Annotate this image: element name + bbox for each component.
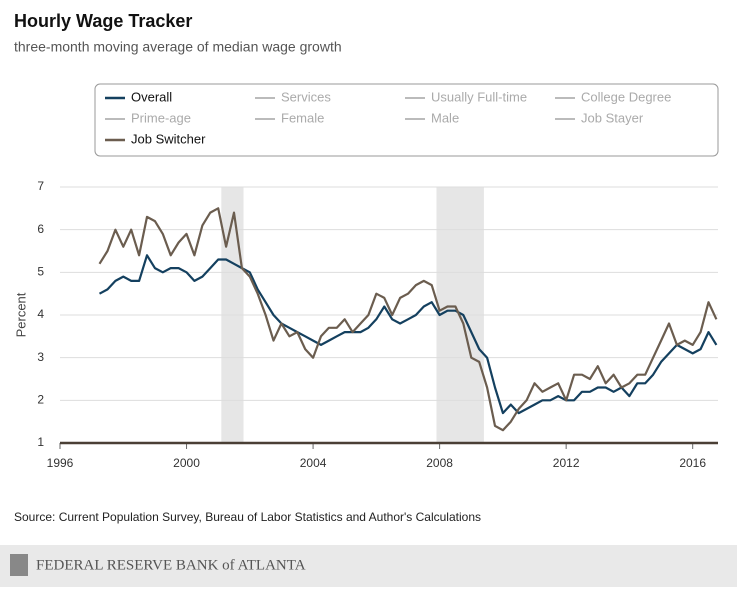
- chart-subtitle: three-month moving average of median wag…: [14, 39, 342, 55]
- source-note: Source: Current Population Survey, Burea…: [14, 510, 481, 524]
- chart-title: Hourly Wage Tracker: [14, 11, 192, 31]
- x-tick-label: 2000: [173, 456, 200, 470]
- legend-label: Usually Full-time: [431, 89, 527, 104]
- series-line: [98, 254, 718, 415]
- x-tick-label: 2012: [553, 456, 580, 470]
- x-tick-label: 2016: [679, 456, 706, 470]
- y-tick-label: 1: [37, 435, 44, 449]
- footer-logo: [10, 554, 28, 576]
- y-tick-label: 4: [37, 307, 44, 321]
- y-tick-label: 2: [37, 393, 44, 407]
- x-tick-label: 2004: [300, 456, 327, 470]
- y-tick-label: 3: [37, 350, 44, 364]
- legend-label: Prime-age: [131, 110, 191, 125]
- legend-label: Overall: [131, 89, 172, 104]
- y-tick-label: 5: [37, 265, 44, 279]
- x-tick-label: 1996: [47, 456, 74, 470]
- legend-label: Female: [281, 110, 324, 125]
- x-tick-label: 2008: [426, 456, 453, 470]
- legend-label: College Degree: [581, 89, 671, 104]
- legend-label: Services: [281, 89, 331, 104]
- series-line: [98, 207, 718, 432]
- legend-label: Job Switcher: [131, 131, 206, 146]
- footer-text: FEDERAL RESERVE BANK of ATLANTA: [36, 557, 306, 573]
- footer-band: [0, 545, 737, 587]
- y-axis-label: Percent: [13, 292, 28, 337]
- y-tick-label: 6: [37, 222, 44, 236]
- legend-label: Male: [431, 110, 459, 125]
- legend-label: Job Stayer: [581, 110, 644, 125]
- y-tick-label: 7: [37, 179, 44, 193]
